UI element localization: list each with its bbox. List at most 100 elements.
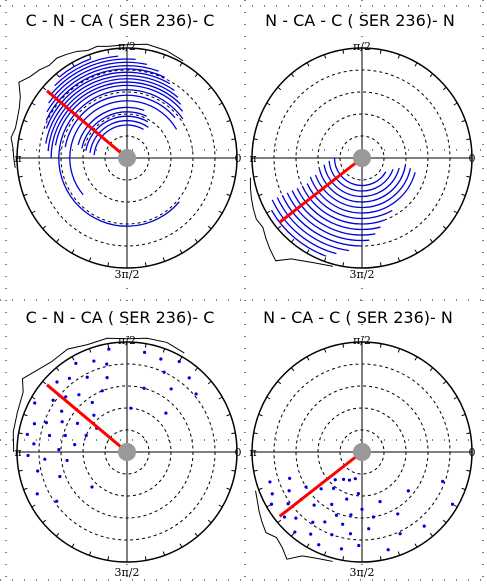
panel-4-tick-190 <box>253 469 258 472</box>
panel-4-tick-100 <box>342 343 345 348</box>
panel-4-tick-170 <box>253 432 258 435</box>
panel-4-center-marker <box>353 443 371 461</box>
panel-3-tick-240 <box>71 543 75 548</box>
panel-2-trajectory-arc-5 <box>309 172 416 214</box>
panel-1-tick-310 <box>194 238 199 243</box>
panel-3-scatter-point-5 <box>85 375 89 379</box>
panel-3-scatter-point-38 <box>142 386 146 390</box>
panel-4-tick-250 <box>323 551 327 556</box>
panel-1-tick-60 <box>179 62 183 67</box>
panel-4-tick-300 <box>414 543 418 548</box>
panel-3-tick-340 <box>226 487 231 491</box>
panel-4-tick-210 <box>266 504 271 508</box>
panel-1-tick-330 <box>218 210 223 214</box>
panel-1: C - N - CA ( SER 236)- C π/2 π 0 3π/2 <box>10 11 242 281</box>
panel-2-mean-direction-line <box>278 156 363 224</box>
panel-2-tick-150 <box>266 102 271 106</box>
panel-4-mean-direction-line <box>278 450 363 518</box>
panel-3-scatter-point-17 <box>75 421 80 425</box>
panel-4-scatter-point-38 <box>341 477 346 481</box>
panel-3-scatter-point-8 <box>67 376 72 380</box>
panel-2-tick-340 <box>461 193 466 197</box>
panel-4-tick-230 <box>290 532 295 537</box>
panel-2-tick-250 <box>323 257 327 262</box>
panel-3-scatter-point-35 <box>159 357 163 361</box>
panel-3-tick-80 <box>144 343 147 348</box>
panel-1-tick-150 <box>31 102 36 106</box>
panel-3-tick-60 <box>179 356 183 361</box>
panel-1-trajectory-arc-15 <box>81 111 147 149</box>
panel-1-tick-20 <box>226 119 231 123</box>
panel-1-tick-70 <box>162 54 166 59</box>
panel-4-tick-160 <box>258 413 263 417</box>
panel-4-tick-left: π <box>249 446 256 459</box>
panel-4-scatter-point-14 <box>330 502 334 506</box>
panel-4-scatter-point-2 <box>269 502 274 506</box>
panel-1-tick-130 <box>55 73 60 78</box>
panel-2-polar-plot <box>249 47 473 269</box>
panel-4-tick-120 <box>306 356 310 361</box>
panel-2-center-marker <box>353 149 371 167</box>
panel-2-trajectory-arc-9 <box>291 190 376 236</box>
panel-4-scatter-point-13 <box>309 532 313 536</box>
panel-3-scatter-point-46 <box>90 485 94 489</box>
panel-4-tick-30 <box>453 396 458 400</box>
panel-3-scatter-point-3 <box>92 359 96 363</box>
panel-1-center-marker <box>118 149 136 167</box>
panel-4-scatter-point-35 <box>288 476 292 480</box>
panel-3-scatter-point-19 <box>60 420 64 424</box>
panel-2-tick-190 <box>253 175 258 178</box>
panel-1-tick-300 <box>179 249 183 254</box>
panel-2-trajectory-arc-14 <box>270 209 327 257</box>
panel-1-tick-right: 0 <box>235 152 242 165</box>
panel-1-tick-40 <box>207 86 212 91</box>
panel-3-scatter-point-25 <box>25 432 29 437</box>
panel-2-trajectory-arc-10 <box>286 192 370 242</box>
panel-3-tick-230 <box>55 532 60 537</box>
panel-4-scatter-point-24 <box>356 492 360 496</box>
panel-4-scatter-point-42 <box>441 479 445 483</box>
panel-3-scatter-point-43 <box>58 474 62 479</box>
panel-1-tick-350 <box>231 175 236 178</box>
panel-2-tick-right: 0 <box>469 152 476 165</box>
panel-1-tick-bottom: 3π/2 <box>115 268 140 281</box>
panel-1-tick-260 <box>107 262 110 267</box>
panel-2-trajectory-arc-13 <box>271 199 337 255</box>
panel-3-tick-220 <box>42 519 47 524</box>
panel-2-trajectory-arc-2 <box>323 164 400 198</box>
panel-4-scatter-point-27 <box>367 527 371 531</box>
panel-3-scatter-point-0 <box>107 347 111 351</box>
panel-1-tick-340 <box>226 193 231 197</box>
panel-3-scatter-point-39 <box>142 350 147 354</box>
panel-1-tick-120 <box>71 62 75 67</box>
panel-3-scatter-point-21 <box>44 421 48 425</box>
panel-4-scatter-point-9 <box>312 503 316 507</box>
panel-2: N - CA - C ( SER 236)- N π/2 π 0 3π/2 <box>249 11 475 281</box>
panel-2-trajectory-arc-8 <box>296 187 381 231</box>
panel-3-scatter-point-7 <box>90 400 94 405</box>
panel-3-mean-direction-line <box>45 383 128 454</box>
panel-1-tick-280 <box>144 262 147 267</box>
panel-3-scatter-point-6 <box>74 361 78 366</box>
panel-1-trajectory-arc-17 <box>69 100 178 196</box>
panel-4-scatter-point-31 <box>398 532 402 536</box>
panel-3-tick-280 <box>144 556 147 561</box>
panel-4-tick-bottom: 3π/2 <box>350 566 375 579</box>
panel-4-scatter-point-18 <box>330 533 334 537</box>
panel-3-tick-10 <box>231 432 236 435</box>
panel-3-scatter-point-10 <box>92 413 96 417</box>
panel-3-scatter-point-37 <box>187 376 191 380</box>
panel-4-tick-20 <box>461 413 466 417</box>
panel-2-tick-310 <box>429 238 434 243</box>
panel-4-scatter-point-30 <box>378 500 382 504</box>
panel-1-tick-140 <box>42 86 47 91</box>
panel-3-scatter-point-4 <box>100 389 104 393</box>
panel-3-tick-310 <box>194 532 199 537</box>
panel-4-scatter-point-21 <box>339 547 344 551</box>
panel-4-scatter-point-16 <box>317 543 321 547</box>
panel-1-trajectory-arc-14 <box>85 115 149 151</box>
panel-1-trajectory-arc-0 <box>58 89 184 227</box>
panel-4-tick-right: 0 <box>469 446 476 459</box>
panel-3-center-marker <box>118 443 136 461</box>
panel-4: N - CA - C ( SER 236)- N π/2 π 0 3π/2 <box>249 308 475 579</box>
